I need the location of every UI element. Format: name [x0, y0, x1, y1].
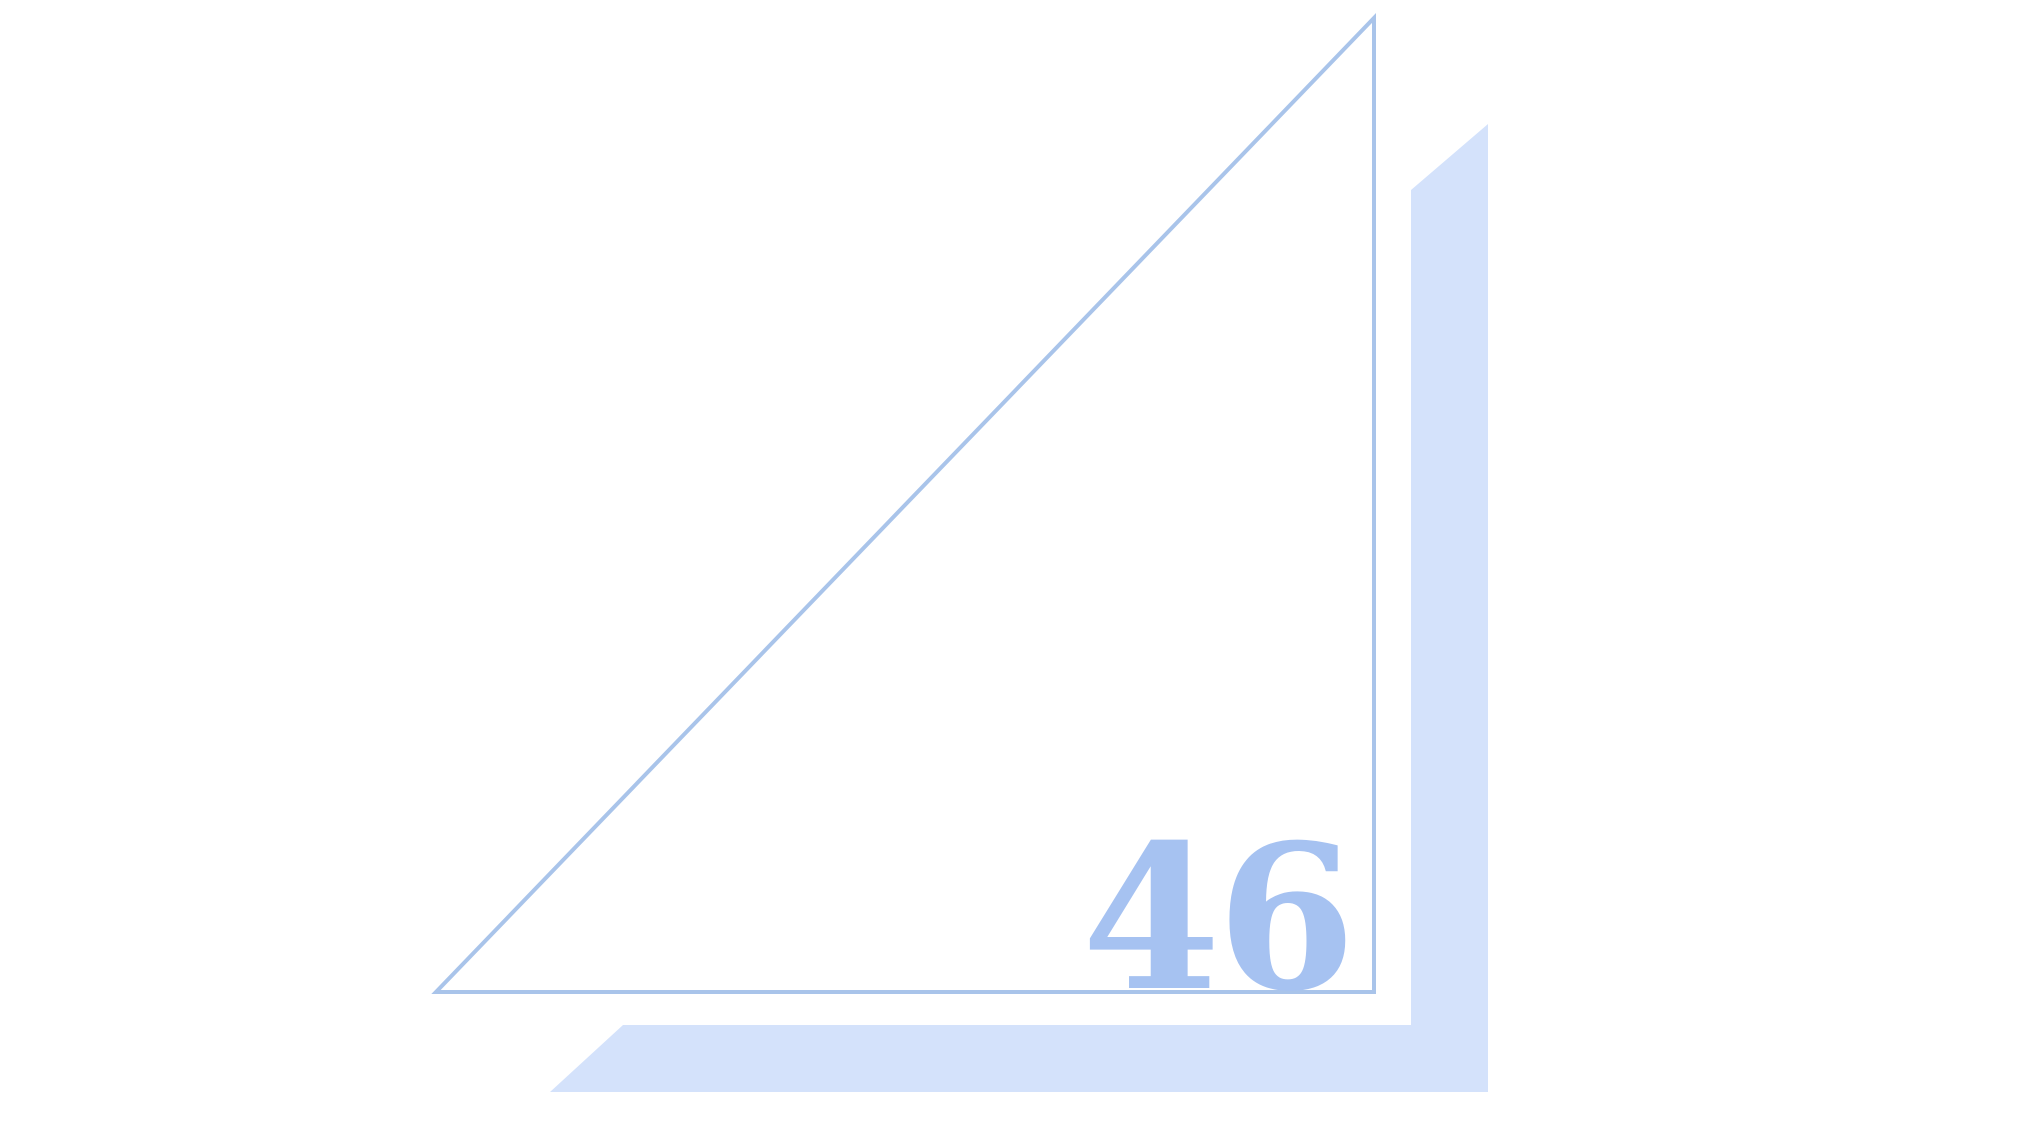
triangle-outline [431, 13, 1376, 994]
logo-number: 46 [1082, 801, 1352, 1036]
